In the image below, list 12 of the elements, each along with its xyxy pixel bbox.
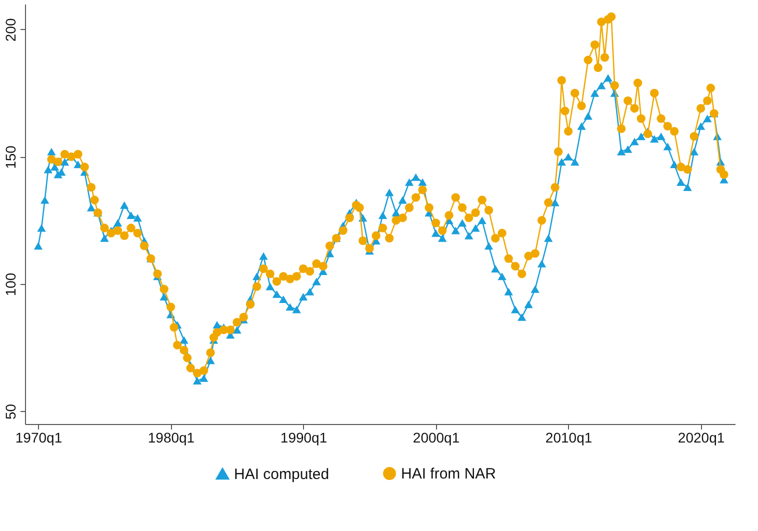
legend-label: HAI computed (234, 466, 330, 483)
x-tick-label: 2010q1 (545, 430, 592, 446)
y-tick-label: 100 (2, 272, 18, 296)
x-tick-label: 1970q1 (15, 430, 62, 446)
y-tick-label: 50 (2, 404, 18, 420)
x-tick-label: 1990q1 (280, 430, 328, 446)
y-tick-label: 200 (2, 18, 18, 42)
x-tick-label: 2020q1 (678, 430, 725, 446)
y-tick-label: 150 (2, 145, 18, 169)
x-tick-label: 1980q1 (148, 430, 195, 446)
legend-label: HAI from NAR (401, 466, 496, 483)
x-tick-label: 2000q1 (412, 430, 460, 446)
